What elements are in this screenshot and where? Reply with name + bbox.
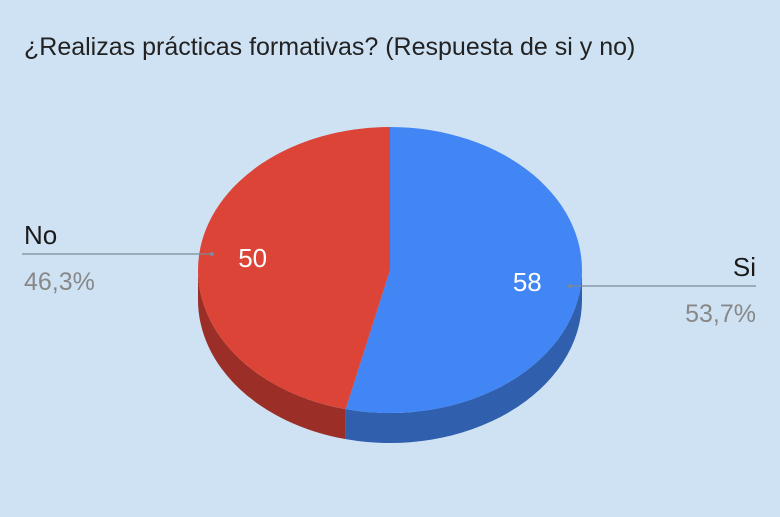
pie-slice-si bbox=[345, 127, 582, 414]
legend-percent-si: 53,7% bbox=[685, 300, 756, 328]
callout-dot-no bbox=[210, 252, 214, 256]
pie-slices: 58 50 bbox=[198, 126, 582, 443]
slice-value-si: 58 bbox=[513, 267, 542, 297]
pie-side-si bbox=[345, 270, 582, 443]
pie-slice-no bbox=[198, 126, 390, 410]
legend-label-si: Si bbox=[733, 252, 756, 282]
slice-value-no: 50 bbox=[238, 243, 267, 273]
callout-no: No 46,3% bbox=[22, 220, 214, 296]
chart-title: ¿Realizas prácticas formativas? (Respues… bbox=[24, 33, 635, 61]
legend-percent-no: 46,3% bbox=[24, 268, 95, 296]
callout-si: Si 53,7% bbox=[568, 252, 756, 328]
legend-label-no: No bbox=[24, 220, 57, 250]
pie-side-no bbox=[198, 270, 346, 440]
callout-dot-si bbox=[568, 284, 572, 288]
